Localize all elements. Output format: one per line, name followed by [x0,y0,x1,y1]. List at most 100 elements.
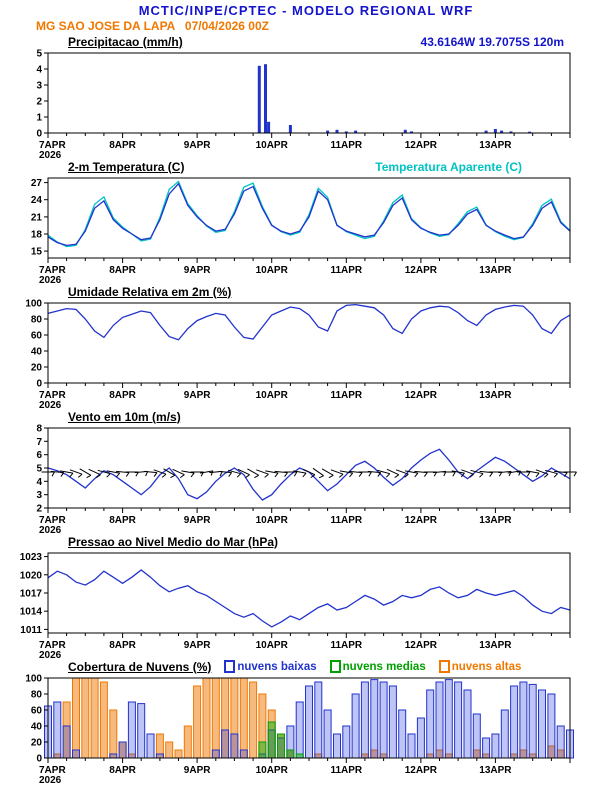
svg-text:13APR: 13APR [479,515,512,526]
panel-wind: Vento em 10m (m/s) 2 3 4 5 6 7 8 7APR 2026 8APR 9A… [0,409,612,534]
svg-text:8APR: 8APR [109,515,136,526]
svg-text:60: 60 [31,706,43,717]
svg-text:12APR: 12APR [405,515,438,526]
panel-pressure: Pressao ao Nivel Medio do Mar (hPa) 1011… [0,534,612,659]
svg-text:40: 40 [31,347,43,358]
svg-text:5: 5 [36,49,42,60]
svg-text:7APR: 7APR [39,640,66,651]
model-title: MCTIC/INPE/CPTEC - MODELO REGIONAL WRF [138,3,474,18]
svg-text:10APR: 10APR [256,640,289,651]
svg-text:6: 6 [36,450,42,461]
svg-text:1023: 1023 [20,552,43,563]
legend-label-altas: nuvens altas [451,660,522,673]
panel-title-row: Cobertura de Nuvens (%) nuvens baixas nu… [0,659,612,674]
legend-nuvens-medias: nuvens medias [329,660,426,673]
svg-text:0: 0 [36,379,42,390]
svg-text:13APR: 13APR [479,640,512,651]
legend-nuvens-altas: nuvens altas [438,660,522,673]
svg-text:15: 15 [31,247,43,258]
svg-text:11APR: 11APR [330,140,362,151]
svg-text:9APR: 9APR [184,265,211,276]
panel-precipitation: Precipitacao (mm/h) 43.6164W 19.7075S 12… [0,34,612,159]
svg-text:12APR: 12APR [405,640,438,651]
svg-text:27: 27 [31,178,43,189]
panel-title-cloud-cover: Cobertura de Nuvens (%) [68,659,212,674]
svg-text:3: 3 [36,490,42,501]
svg-text:60: 60 [31,331,43,342]
svg-text:9APR: 9APR [184,390,211,401]
svg-text:11APR: 11APR [330,765,362,776]
svg-text:3: 3 [36,81,42,92]
svg-text:11APR: 11APR [330,515,362,526]
svg-text:100: 100 [25,674,42,685]
svg-text:11APR: 11APR [330,265,362,276]
legend-swatch-baixas [224,660,236,673]
svg-text:12APR: 12APR [405,765,438,776]
svg-text:8APR: 8APR [109,765,136,776]
svg-text:8APR: 8APR [109,640,136,651]
svg-text:2026: 2026 [39,275,62,284]
svg-text:80: 80 [31,690,43,701]
apparent-temperature-label: Temperatura Aparente (C) [375,159,522,174]
panel-humidity: Umidade Relativa em 2m (%) 0 20 40 60 80 100 7… [0,284,612,409]
svg-text:9APR: 9APR [184,765,211,776]
panel-title-temperature: 2-m Temperatura (C) [68,159,185,174]
panel-title-row: Precipitacao (mm/h) 43.6164W 19.7075S 12… [0,34,612,49]
svg-text:1: 1 [36,113,42,124]
svg-text:13APR: 13APR [479,265,512,276]
svg-text:12APR: 12APR [405,390,438,401]
svg-text:9APR: 9APR [184,140,211,151]
panel-title-precipitation: Precipitacao (mm/h) [68,34,183,49]
svg-text:18: 18 [31,230,43,241]
svg-text:7APR: 7APR [39,390,66,401]
svg-text:2026: 2026 [39,525,62,534]
svg-text:7APR: 7APR [39,265,66,276]
svg-text:11APR: 11APR [330,640,362,651]
svg-text:1017: 1017 [20,589,43,600]
svg-text:7APR: 7APR [39,515,66,526]
svg-text:12APR: 12APR [405,265,438,276]
panel-title-wind: Vento em 10m (m/s) [68,409,181,424]
svg-text:10APR: 10APR [256,140,289,151]
svg-text:11APR: 11APR [330,390,362,401]
svg-text:10APR: 10APR [256,265,289,276]
svg-text:10APR: 10APR [256,515,289,526]
svg-text:12APR: 12APR [405,140,438,151]
panel-title-row: Pressao ao Nivel Medio do Mar (hPa) [0,534,612,549]
svg-text:100: 100 [25,299,42,310]
svg-text:40: 40 [31,722,43,733]
panel-title-humidity: Umidade Relativa em 2m (%) [68,284,232,299]
svg-text:8APR: 8APR [109,390,136,401]
svg-text:8APR: 8APR [109,265,136,276]
svg-text:2026: 2026 [39,400,62,409]
svg-text:10APR: 10APR [256,390,289,401]
panel-temperature: 2-m Temperatura (C) Temperatura Aparente… [0,159,612,284]
panel-title-row: 2-m Temperatura (C) Temperatura Aparente… [0,159,612,174]
svg-text:2: 2 [36,97,42,108]
svg-text:9APR: 9APR [184,515,211,526]
svg-text:24: 24 [31,195,43,206]
svg-text:10APR: 10APR [256,765,289,776]
svg-text:2026: 2026 [39,775,62,784]
svg-text:7APR: 7APR [39,765,66,776]
svg-text:1011: 1011 [20,625,42,636]
legend-swatch-medias [329,660,341,673]
svg-text:8: 8 [36,424,42,435]
legend-swatch-altas [438,660,450,673]
legend-nuvens-baixas: nuvens baixas [224,660,317,673]
location-coordinates: 43.6164W 19.7075S 120m [420,34,564,49]
svg-text:20: 20 [31,738,43,749]
svg-text:1020: 1020 [20,570,43,581]
panel-title-row: Vento em 10m (m/s) [0,409,612,424]
legend-label-baixas: nuvens baixas [237,660,317,673]
svg-text:21: 21 [31,212,43,223]
svg-text:1014: 1014 [20,607,43,618]
svg-text:8APR: 8APR [109,140,136,151]
